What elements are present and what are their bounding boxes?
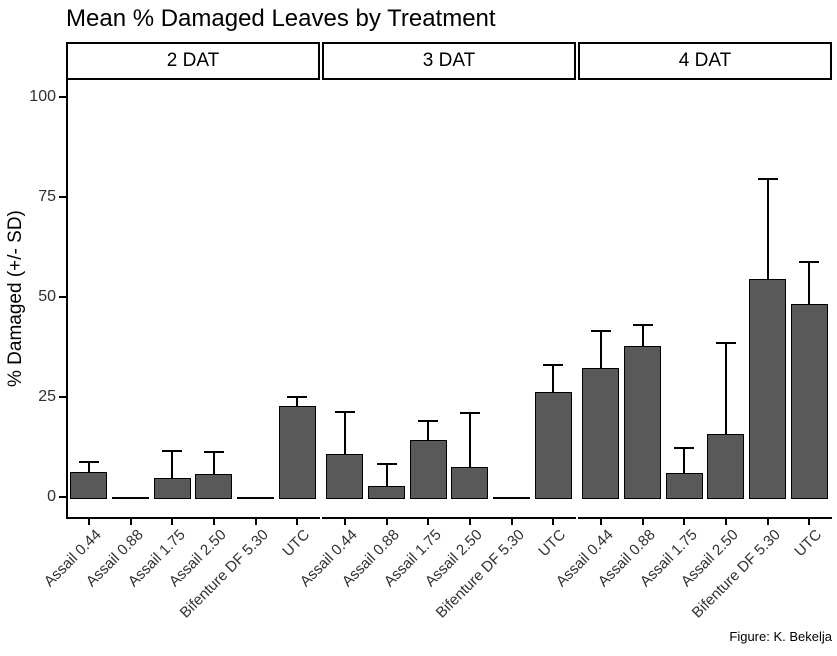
error-bar-cap — [674, 446, 695, 449]
error-bar-cap — [757, 178, 778, 180]
error-bar-line — [724, 343, 727, 434]
x-axis-tick — [641, 519, 644, 525]
bar-zero-line — [112, 497, 149, 499]
x-axis-tick — [552, 519, 555, 525]
error-bar-cap — [203, 450, 224, 453]
bar — [326, 453, 364, 499]
figure-caption: Figure: K. Bekelja — [729, 629, 832, 644]
error-bar-cap — [418, 419, 439, 422]
error-bar-line — [171, 451, 174, 478]
error-bar-cap — [78, 460, 99, 463]
error-bar-cap — [590, 330, 611, 332]
y-axis-tick — [59, 196, 66, 198]
bar — [624, 346, 661, 499]
facet-strip-label: 2 DAT — [166, 50, 220, 71]
error-bar-line — [808, 262, 811, 304]
bar — [534, 392, 572, 499]
bar — [70, 471, 108, 499]
x-tick-label: UTC — [279, 526, 314, 561]
bar-zero-line — [237, 497, 274, 499]
bar — [582, 367, 620, 499]
x-axis-tick — [599, 519, 602, 525]
y-axis-tick — [59, 496, 66, 498]
x-axis-tick — [129, 519, 132, 525]
error-bar-cap — [334, 411, 355, 414]
y-axis-tick — [59, 296, 66, 298]
x-axis-tick — [87, 519, 90, 525]
error-bar-line — [599, 331, 602, 368]
error-bar-cap — [459, 412, 480, 415]
facet-strip-label: 3 DAT — [422, 50, 476, 71]
y-axis-tick — [59, 96, 66, 98]
error-bar-line — [343, 412, 346, 454]
bar — [409, 439, 447, 499]
error-bar-cap — [287, 396, 308, 399]
x-axis-tick — [254, 519, 257, 525]
x-axis-tick — [724, 519, 727, 525]
bar — [707, 433, 745, 499]
error-bar-cap — [162, 450, 183, 452]
bar-zero-line — [493, 497, 530, 499]
bar — [368, 485, 405, 499]
error-bar-line — [468, 413, 471, 468]
y-tick-label: 0 — [47, 488, 56, 505]
x-axis-line — [66, 517, 320, 519]
error-bar-cap — [543, 364, 564, 366]
facet-strip: 4 DAT — [578, 42, 832, 80]
error-bar-cap — [632, 324, 653, 326]
bar — [153, 477, 191, 499]
bar — [790, 303, 828, 499]
x-axis-tick — [212, 519, 215, 525]
error-bar-line — [212, 451, 215, 474]
x-tick-label: UTC — [535, 526, 570, 561]
bar — [278, 405, 316, 499]
bar — [195, 473, 233, 499]
y-tick-label: 100 — [29, 88, 56, 105]
x-axis-tick — [683, 519, 686, 525]
bar — [749, 279, 786, 499]
x-axis-tick — [296, 519, 299, 525]
facet-strip: 2 DAT — [66, 42, 320, 80]
error-bar-line — [552, 365, 555, 393]
x-axis-line — [322, 517, 576, 519]
error-bar-cap — [376, 462, 397, 465]
facet-strip-label: 4 DAT — [678, 50, 732, 71]
error-bar-line — [296, 397, 299, 406]
y-tick-label: 50 — [38, 288, 56, 305]
bar — [665, 473, 703, 499]
x-axis-tick — [468, 519, 471, 525]
x-axis-tick — [171, 519, 174, 525]
bar — [451, 467, 489, 499]
x-axis-tick — [510, 519, 513, 525]
x-axis-tick — [427, 519, 430, 525]
error-bar-line — [766, 179, 769, 279]
x-axis-tick — [343, 519, 346, 525]
y-axis-line — [66, 80, 68, 518]
y-axis-tick — [59, 396, 66, 398]
y-tick-label: 75 — [38, 188, 56, 205]
x-axis-tick — [766, 519, 769, 525]
error-bar-line — [87, 461, 90, 472]
x-axis-tick — [808, 519, 811, 525]
facet-strip: 3 DAT — [322, 42, 576, 80]
error-bar-line — [641, 325, 644, 347]
error-bar-line — [385, 463, 388, 486]
error-bar-line — [683, 447, 686, 473]
error-bar-cap — [715, 342, 736, 345]
error-bar-cap — [799, 261, 820, 264]
x-axis-line — [578, 517, 832, 519]
y-tick-label: 25 — [38, 388, 56, 405]
error-bar-line — [427, 420, 430, 440]
x-tick-label: UTC — [791, 526, 826, 561]
chart-title: Mean % Damaged Leaves by Treatment — [66, 5, 496, 32]
x-axis-tick — [385, 519, 388, 525]
